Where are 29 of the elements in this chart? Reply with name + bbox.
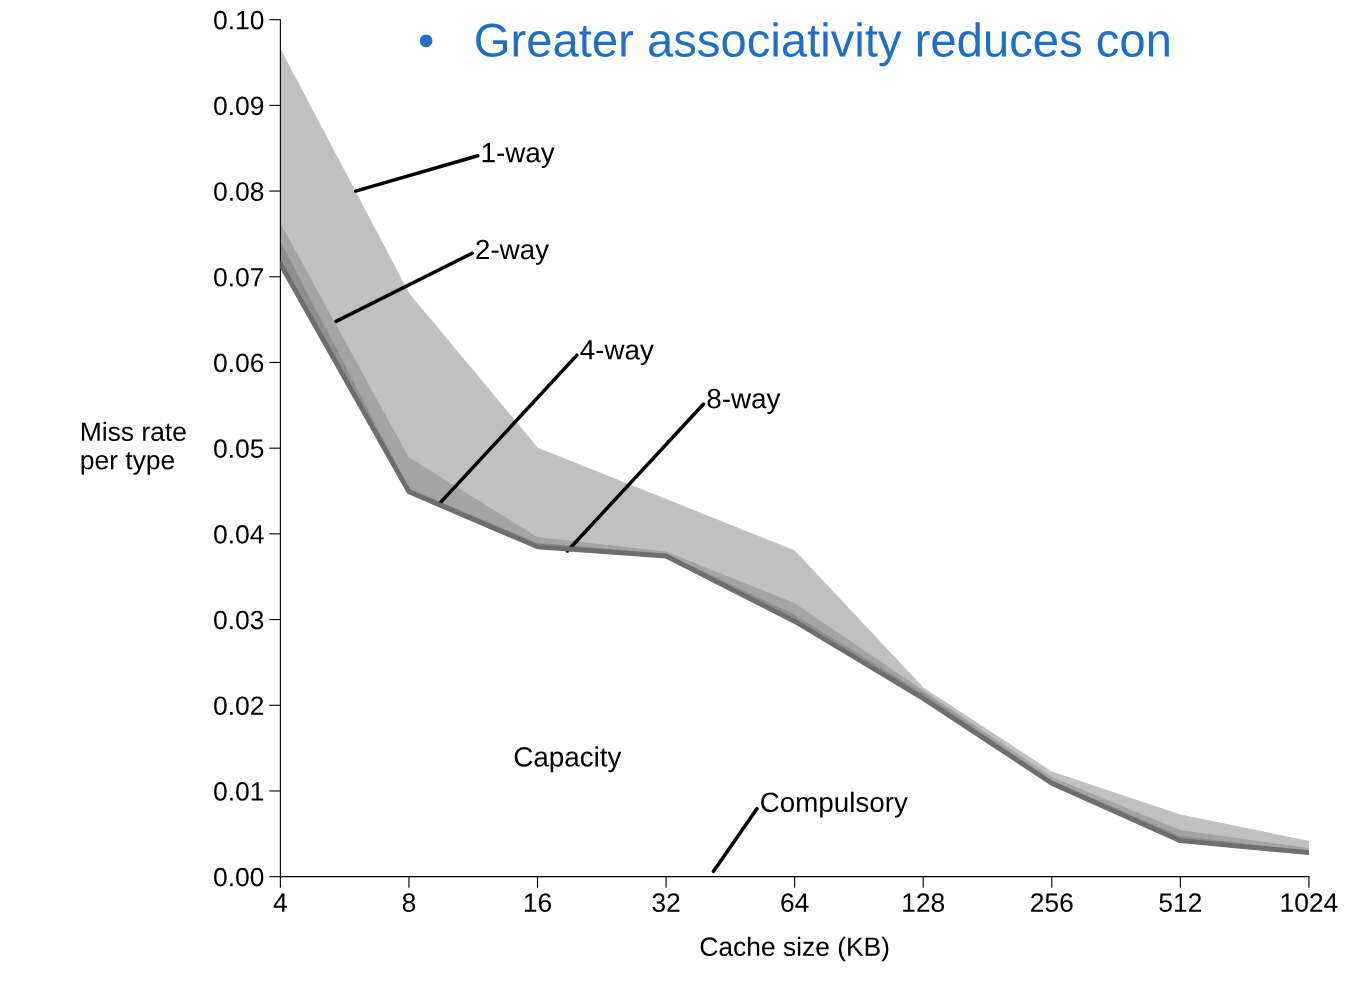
y-tick-label: 0.05 xyxy=(214,439,264,458)
y-tick-label: 0.01 xyxy=(214,782,264,801)
y-axis-title: Miss rate per type xyxy=(81,421,186,475)
x-tick-label: 64 xyxy=(781,893,809,913)
x-tick-label: 1024 xyxy=(1281,893,1338,913)
x-tick-label: 128 xyxy=(903,893,945,913)
annotation: 8-way xyxy=(707,388,781,414)
annotation: 4-way xyxy=(580,340,654,366)
x-tick-label: 16 xyxy=(524,893,552,913)
annotation: Compulsory xyxy=(761,791,908,818)
y-tick-label: 0.02 xyxy=(214,696,264,716)
annotation: 1-way xyxy=(482,143,555,168)
y-tick-label: 0.08 xyxy=(214,182,264,201)
chart-title: • Greater associativity reduces con xyxy=(419,22,1169,67)
y-tick-label: 0.10 xyxy=(214,10,264,30)
y-tick-label: 0.09 xyxy=(214,96,264,116)
y-tick-label: 0.03 xyxy=(214,610,264,630)
annotation: Capacity xyxy=(514,746,622,773)
x-tick-label: 8 xyxy=(402,893,416,913)
y-tick-label: 0.04 xyxy=(214,525,264,544)
y-tick-label: 0.07 xyxy=(214,267,264,287)
y-tick-label: 0.00 xyxy=(214,867,264,887)
x-tick-label: 32 xyxy=(652,893,680,913)
x-tick-label: 4 xyxy=(273,893,287,912)
x-tick-label: 256 xyxy=(1031,893,1073,913)
y-tick-label: 0.06 xyxy=(214,353,264,373)
annotation: 2-way xyxy=(476,239,549,265)
x-axis-title: Cache size (KB) xyxy=(700,936,889,962)
x-tick-label: 512 xyxy=(1159,893,1202,913)
